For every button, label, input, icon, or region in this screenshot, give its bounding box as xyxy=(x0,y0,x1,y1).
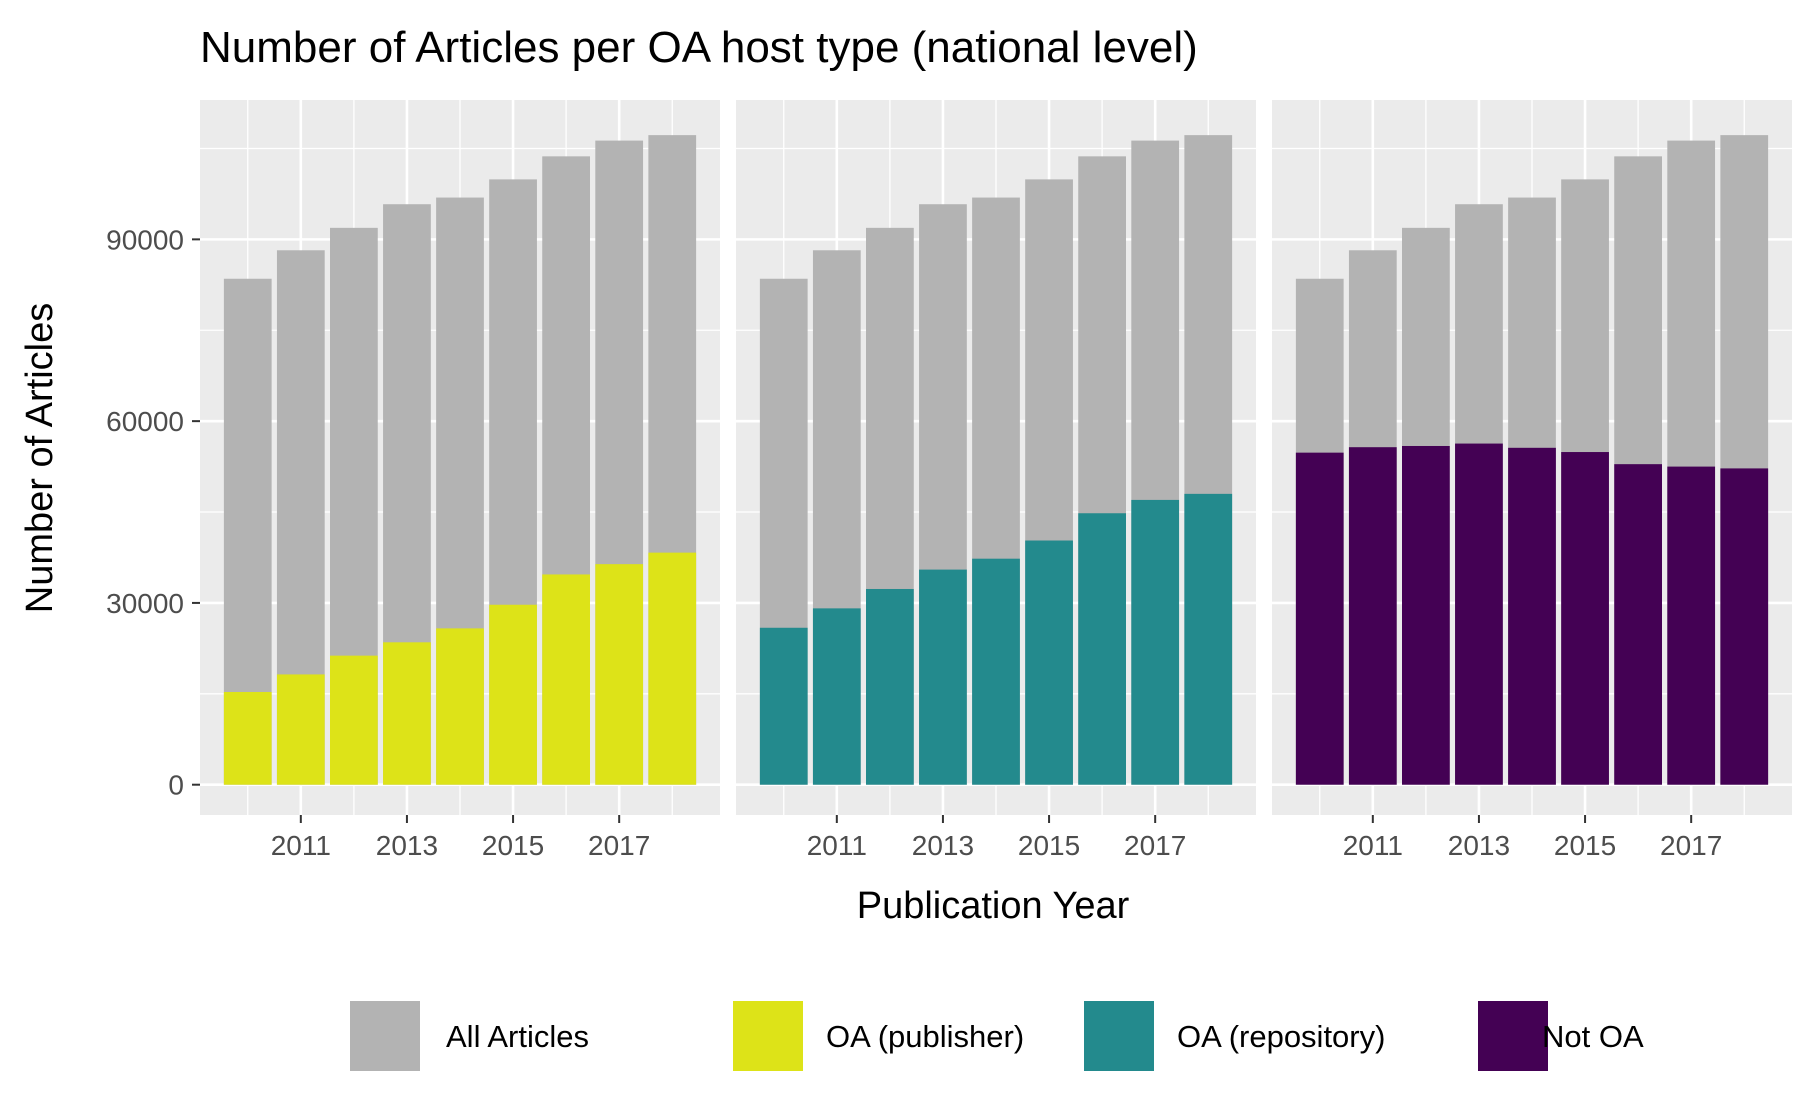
x-tick-label: 2013 xyxy=(1448,830,1510,861)
x-tick-label: 2013 xyxy=(376,830,438,861)
bar-oa-publisher-2017 xyxy=(595,564,644,785)
bar-oa-repository-2016 xyxy=(1078,513,1126,785)
legend-label: All Articles xyxy=(446,1019,589,1054)
y-tick-label: 30000 xyxy=(106,588,184,619)
bar-not-oa-2014 xyxy=(1508,447,1556,785)
x-tick-label: 2017 xyxy=(1660,830,1722,861)
legend-item-not-oa: Not OA xyxy=(1478,1001,1644,1071)
x-tick-label: 2011 xyxy=(807,830,867,861)
x-axis-title: Publication Year xyxy=(857,885,1130,927)
bar-oa-repository-2018 xyxy=(1184,493,1233,785)
legend-key xyxy=(733,1001,803,1071)
x-tick-label: 2015 xyxy=(1018,830,1080,861)
bar-not-oa-2013 xyxy=(1455,443,1503,785)
x-tick-label: 2015 xyxy=(482,830,544,861)
legend-key xyxy=(1084,1001,1154,1071)
bar-oa-repository-2011 xyxy=(812,608,861,785)
legend-item-oa-publisher: OA (publisher) xyxy=(733,1001,1024,1071)
bar-oa-publisher-2011 xyxy=(276,674,325,785)
y-tick-label: 60000 xyxy=(106,406,184,437)
legend-key xyxy=(350,1001,420,1071)
y-tick-label: 90000 xyxy=(106,224,184,255)
bar-oa-repository-2015 xyxy=(1025,540,1073,785)
bar-oa-publisher-2010 xyxy=(223,691,272,785)
legend-item-all-articles: All Articles xyxy=(350,1001,589,1071)
bar-oa-publisher-2018 xyxy=(648,552,697,785)
bar-oa-publisher-2015 xyxy=(489,604,537,785)
bar-not-oa-2010 xyxy=(1295,452,1344,785)
bar-not-oa-2011 xyxy=(1348,447,1397,785)
chart-title: Number of Articles per OA host type (nat… xyxy=(200,23,1198,72)
facet-panel-2: 2011 2013 2015 2017 xyxy=(736,100,1256,861)
x-tick-label: 2013 xyxy=(912,830,974,861)
legend: All Articles OA (publisher) OA (repository… xyxy=(350,1001,1644,1071)
bar-oa-repository-2014 xyxy=(972,558,1020,785)
bar-not-oa-2017 xyxy=(1667,466,1716,785)
legend-item-oa-repository: OA (repository) xyxy=(1084,1001,1385,1071)
bar-not-oa-2015 xyxy=(1561,452,1609,785)
bar-not-oa-2012 xyxy=(1402,445,1450,785)
bar-oa-repository-2012 xyxy=(866,588,914,785)
legend-label: OA (repository) xyxy=(1177,1019,1385,1054)
bar-oa-repository-2017 xyxy=(1131,499,1180,785)
bar-oa-publisher-2012 xyxy=(330,655,378,785)
legend-key xyxy=(1478,1001,1548,1071)
facet-panel-1: 2011 2013 2015 2017 0 30000 60000 90000 xyxy=(106,100,720,861)
bar-not-oa-2016 xyxy=(1614,464,1662,785)
bar-oa-repository-2010 xyxy=(759,627,808,785)
y-tick-label: 0 xyxy=(168,770,184,801)
x-tick-label: 2011 xyxy=(1343,830,1403,861)
bar-not-oa-2018 xyxy=(1720,468,1769,785)
y-axis-title: Number of Articles xyxy=(19,303,61,613)
x-tick-label: 2017 xyxy=(1124,830,1186,861)
bar-oa-publisher-2016 xyxy=(542,574,590,785)
bar-oa-publisher-2013 xyxy=(383,642,431,785)
facet-panel-3: 2011 2013 2015 2017 xyxy=(1272,100,1792,861)
legend-label: Not OA xyxy=(1542,1019,1644,1054)
legend-label: OA (publisher) xyxy=(826,1019,1024,1054)
x-tick-label: 2015 xyxy=(1554,830,1616,861)
bar-oa-publisher-2014 xyxy=(436,628,484,785)
facet-panels: 2011 2013 2015 2017 0 30000 60000 90000 2011 2013… xyxy=(106,100,1792,861)
x-tick-label: 2017 xyxy=(588,830,650,861)
bar-oa-repository-2013 xyxy=(919,569,967,785)
x-tick-label: 2011 xyxy=(271,830,331,861)
